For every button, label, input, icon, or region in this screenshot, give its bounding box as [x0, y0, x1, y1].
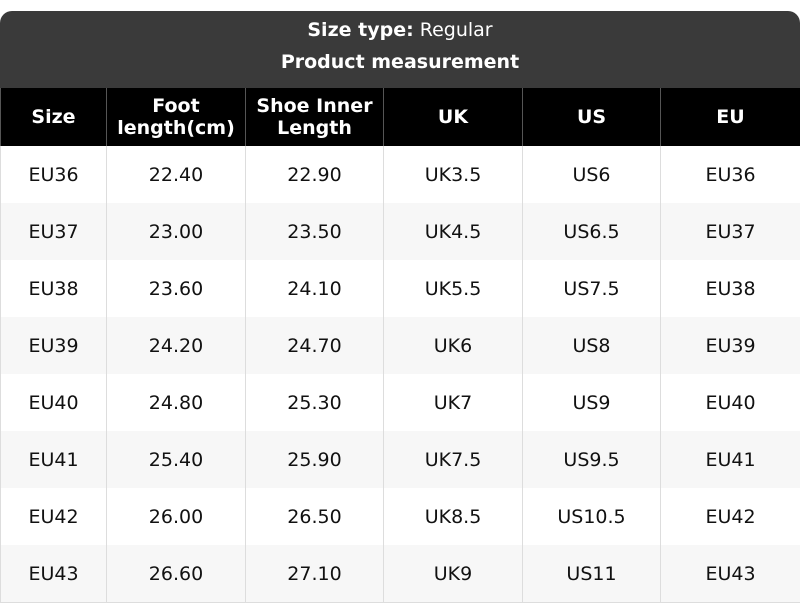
- table-row: EU41 25.40 25.90 UK7.5 US9.5 EU41: [0, 431, 800, 488]
- table-row: EU38 23.60 24.10 UK5.5 US7.5 EU38: [0, 260, 800, 317]
- table-cell: UK7: [383, 374, 523, 431]
- table-cell: EU43: [660, 545, 800, 603]
- table-cell: EU38: [660, 260, 800, 317]
- table-cell: EU37: [660, 203, 800, 260]
- table-cell: US9.5: [522, 431, 661, 488]
- table-row: EU43 26.60 27.10 UK9 US11 EU43: [0, 545, 800, 603]
- table-cell: 26.00: [106, 488, 246, 545]
- table-cell: EU40: [660, 374, 800, 431]
- table-cell: EU43: [0, 545, 107, 603]
- table-cell: UK4.5: [383, 203, 523, 260]
- table-row: EU42 26.00 26.50 UK8.5 US10.5 EU42: [0, 488, 800, 545]
- table-cell: 26.60: [106, 545, 246, 603]
- table-cell: EU37: [0, 203, 107, 260]
- table-row: EU37 23.00 23.50 UK4.5 US6.5 EU37: [0, 203, 800, 260]
- column-header: Shoe Inner Length: [245, 88, 384, 146]
- table-cell: US9: [522, 374, 661, 431]
- table-cell: US8: [522, 317, 661, 374]
- table-cell: 27.10: [245, 545, 384, 603]
- table-cell: 24.10: [245, 260, 384, 317]
- table-cell: US6.5: [522, 203, 661, 260]
- table-cell: 22.40: [106, 146, 246, 203]
- column-header: Foot length(cm): [106, 88, 246, 146]
- table-cell: 26.50: [245, 488, 384, 545]
- table-cell: 24.70: [245, 317, 384, 374]
- table-cell: UK7.5: [383, 431, 523, 488]
- table-cell: 25.90: [245, 431, 384, 488]
- table-row: EU40 24.80 25.30 UK7 US9 EU40: [0, 374, 800, 431]
- table-cell: 24.80: [106, 374, 246, 431]
- table-cell: EU41: [660, 431, 800, 488]
- table-cell: 22.90: [245, 146, 384, 203]
- table-cell: EU36: [0, 146, 107, 203]
- table-cell: EU41: [0, 431, 107, 488]
- column-header: Size: [0, 88, 107, 146]
- table-cell: 25.40: [106, 431, 246, 488]
- table-cell: UK9: [383, 545, 523, 603]
- size-type-value: Regular: [419, 19, 493, 41]
- table-cell: US11: [522, 545, 661, 603]
- table-cell: 23.60: [106, 260, 246, 317]
- table-cell: US10.5: [522, 488, 661, 545]
- table-cell: US6: [522, 146, 661, 203]
- title-bar: Size type: Regular Product measurement: [0, 11, 800, 88]
- table-cell: 25.30: [245, 374, 384, 431]
- size-table: Size Foot length(cm) Shoe Inner Length UK US…: [0, 88, 800, 603]
- table-cell: 24.20: [106, 317, 246, 374]
- table-cell: UK6: [383, 317, 523, 374]
- subtitle: Product measurement: [280, 51, 520, 73]
- column-header: EU: [660, 88, 800, 146]
- table-cell: UK3.5: [383, 146, 523, 203]
- table-cell: US7.5: [522, 260, 661, 317]
- table-row: EU36 22.40 22.90 UK3.5 US6 EU36: [0, 146, 800, 203]
- table-cell: EU38: [0, 260, 107, 317]
- column-header: US: [522, 88, 661, 146]
- size-type-label: Size type:: [307, 19, 414, 41]
- table-row: EU39 24.20 24.70 UK6 US8 EU39: [0, 317, 800, 374]
- table-cell: EU36: [660, 146, 800, 203]
- size-type: Size type: Regular: [0, 11, 800, 50]
- header-row: Size Foot length(cm) Shoe Inner Length UK US…: [0, 88, 800, 146]
- table-cell: UK5.5: [383, 260, 523, 317]
- size-chart: Size type: Regular Product measurement S…: [0, 11, 800, 603]
- table-cell: EU42: [660, 488, 800, 545]
- column-header: UK: [383, 88, 523, 146]
- table-cell: EU39: [0, 317, 107, 374]
- table-cell: UK8.5: [383, 488, 523, 545]
- table-cell: 23.00: [106, 203, 246, 260]
- table-cell: EU39: [660, 317, 800, 374]
- table-cell: EU42: [0, 488, 107, 545]
- table-cell: 23.50: [245, 203, 384, 260]
- table-cell: EU40: [0, 374, 107, 431]
